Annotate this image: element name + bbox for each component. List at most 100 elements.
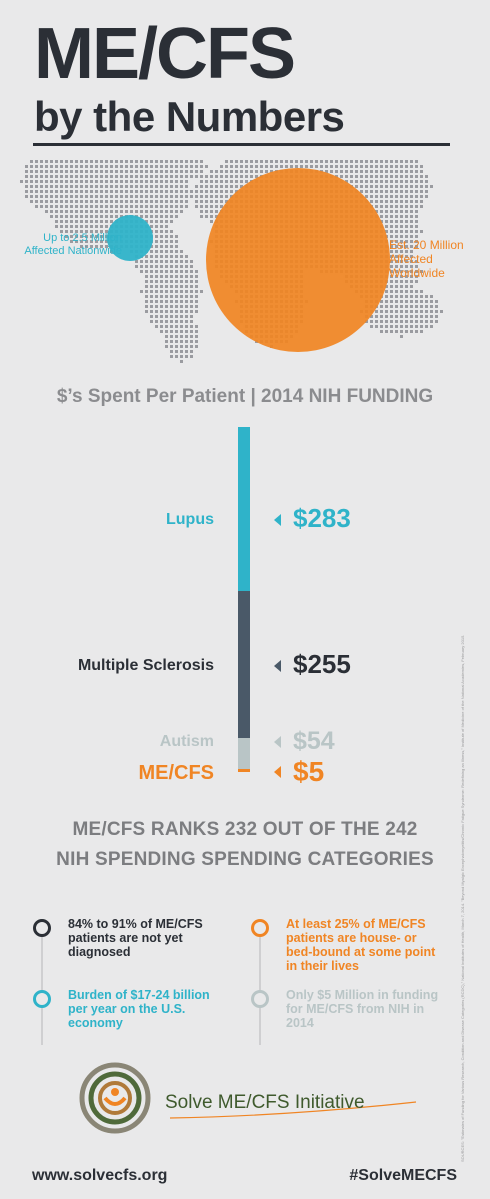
map-dot: [210, 175, 213, 178]
map-dot: [155, 260, 158, 263]
map-dot: [215, 215, 218, 218]
map-dot: [185, 300, 188, 303]
map-dot: [65, 210, 68, 213]
map-dot: [165, 270, 168, 273]
map-dot: [125, 195, 128, 198]
map-dot: [165, 275, 168, 278]
map-dot: [155, 315, 158, 318]
map-dot: [400, 325, 403, 328]
map-dot: [380, 200, 383, 203]
map-dot: [55, 215, 58, 218]
map-dot: [380, 195, 383, 198]
map-dot: [250, 170, 253, 173]
map-dot: [410, 245, 413, 248]
map-dot: [80, 205, 83, 208]
map-dot: [395, 170, 398, 173]
pointer-ms-icon: [274, 660, 281, 672]
solve-logo: [79, 1062, 417, 1134]
map-dot: [400, 240, 403, 243]
map-dot: [375, 160, 378, 163]
map-dot: [155, 160, 158, 163]
map-dot: [405, 190, 408, 193]
map-dot: [160, 295, 163, 298]
map-dot: [405, 330, 408, 333]
map-dot: [200, 180, 203, 183]
map-dot: [175, 335, 178, 338]
map-dot: [200, 215, 203, 218]
map-dot: [390, 285, 393, 288]
map-dot: [90, 235, 93, 238]
map-dot: [140, 205, 143, 208]
map-dot: [410, 290, 413, 293]
map-dot: [165, 305, 168, 308]
map-dot: [380, 170, 383, 173]
map-dot: [105, 185, 108, 188]
map-dot: [105, 230, 108, 233]
map-dot: [375, 175, 378, 178]
map-dot: [410, 285, 413, 288]
map-dot: [350, 175, 353, 178]
map-dot: [395, 275, 398, 278]
map-dot: [400, 160, 403, 163]
map-dot: [200, 165, 203, 168]
map-dot: [110, 195, 113, 198]
map-dot: [395, 180, 398, 183]
map-dot: [395, 235, 398, 238]
bar-segment-mecfs: [238, 769, 250, 772]
map-dot: [210, 180, 213, 183]
map-dot: [145, 285, 148, 288]
map-dot: [165, 190, 168, 193]
map-dot: [65, 230, 68, 233]
map-dot: [180, 210, 183, 213]
map-dot: [245, 160, 248, 163]
map-dot: [390, 215, 393, 218]
map-dot: [385, 290, 388, 293]
map-dot: [190, 325, 193, 328]
map-dot: [165, 240, 168, 243]
map-dot: [430, 315, 433, 318]
map-dot: [200, 170, 203, 173]
map-dot: [385, 225, 388, 228]
map-dot: [85, 240, 88, 243]
map-dot: [80, 200, 83, 203]
map-dot: [145, 190, 148, 193]
map-dot: [195, 190, 198, 193]
map-dot: [170, 275, 173, 278]
map-dot: [230, 180, 233, 183]
map-dot: [50, 205, 53, 208]
map-dot: [150, 300, 153, 303]
footer-website-link[interactable]: www.solvecfs.org: [32, 1167, 168, 1184]
map-dot: [255, 170, 258, 173]
map-dot: [155, 300, 158, 303]
value-label-mecfs: $5: [293, 756, 325, 787]
map-dot: [360, 175, 363, 178]
map-dot: [210, 215, 213, 218]
map-dot: [35, 160, 38, 163]
map-dot: [75, 190, 78, 193]
map-dot: [160, 240, 163, 243]
map-dot: [105, 220, 108, 223]
map-dot: [395, 300, 398, 303]
map-dot: [185, 270, 188, 273]
map-dot: [160, 165, 163, 168]
map-dot: [260, 160, 263, 163]
map-dot: [390, 205, 393, 208]
map-dot: [425, 305, 428, 308]
map-dot: [130, 210, 133, 213]
map-dot: [135, 195, 138, 198]
map-dot: [145, 220, 148, 223]
map-dot: [225, 195, 228, 198]
map-dot: [420, 195, 423, 198]
map-dot: [45, 165, 48, 168]
map-dot: [415, 165, 418, 168]
map-dot: [435, 305, 438, 308]
map-dot: [55, 160, 58, 163]
map-dot: [75, 215, 78, 218]
map-dot: [240, 160, 243, 163]
map-dot: [415, 310, 418, 313]
map-dot: [390, 170, 393, 173]
map-dot: [90, 190, 93, 193]
map-dot: [300, 165, 303, 168]
map-dot: [150, 220, 153, 223]
map-dot: [220, 190, 223, 193]
